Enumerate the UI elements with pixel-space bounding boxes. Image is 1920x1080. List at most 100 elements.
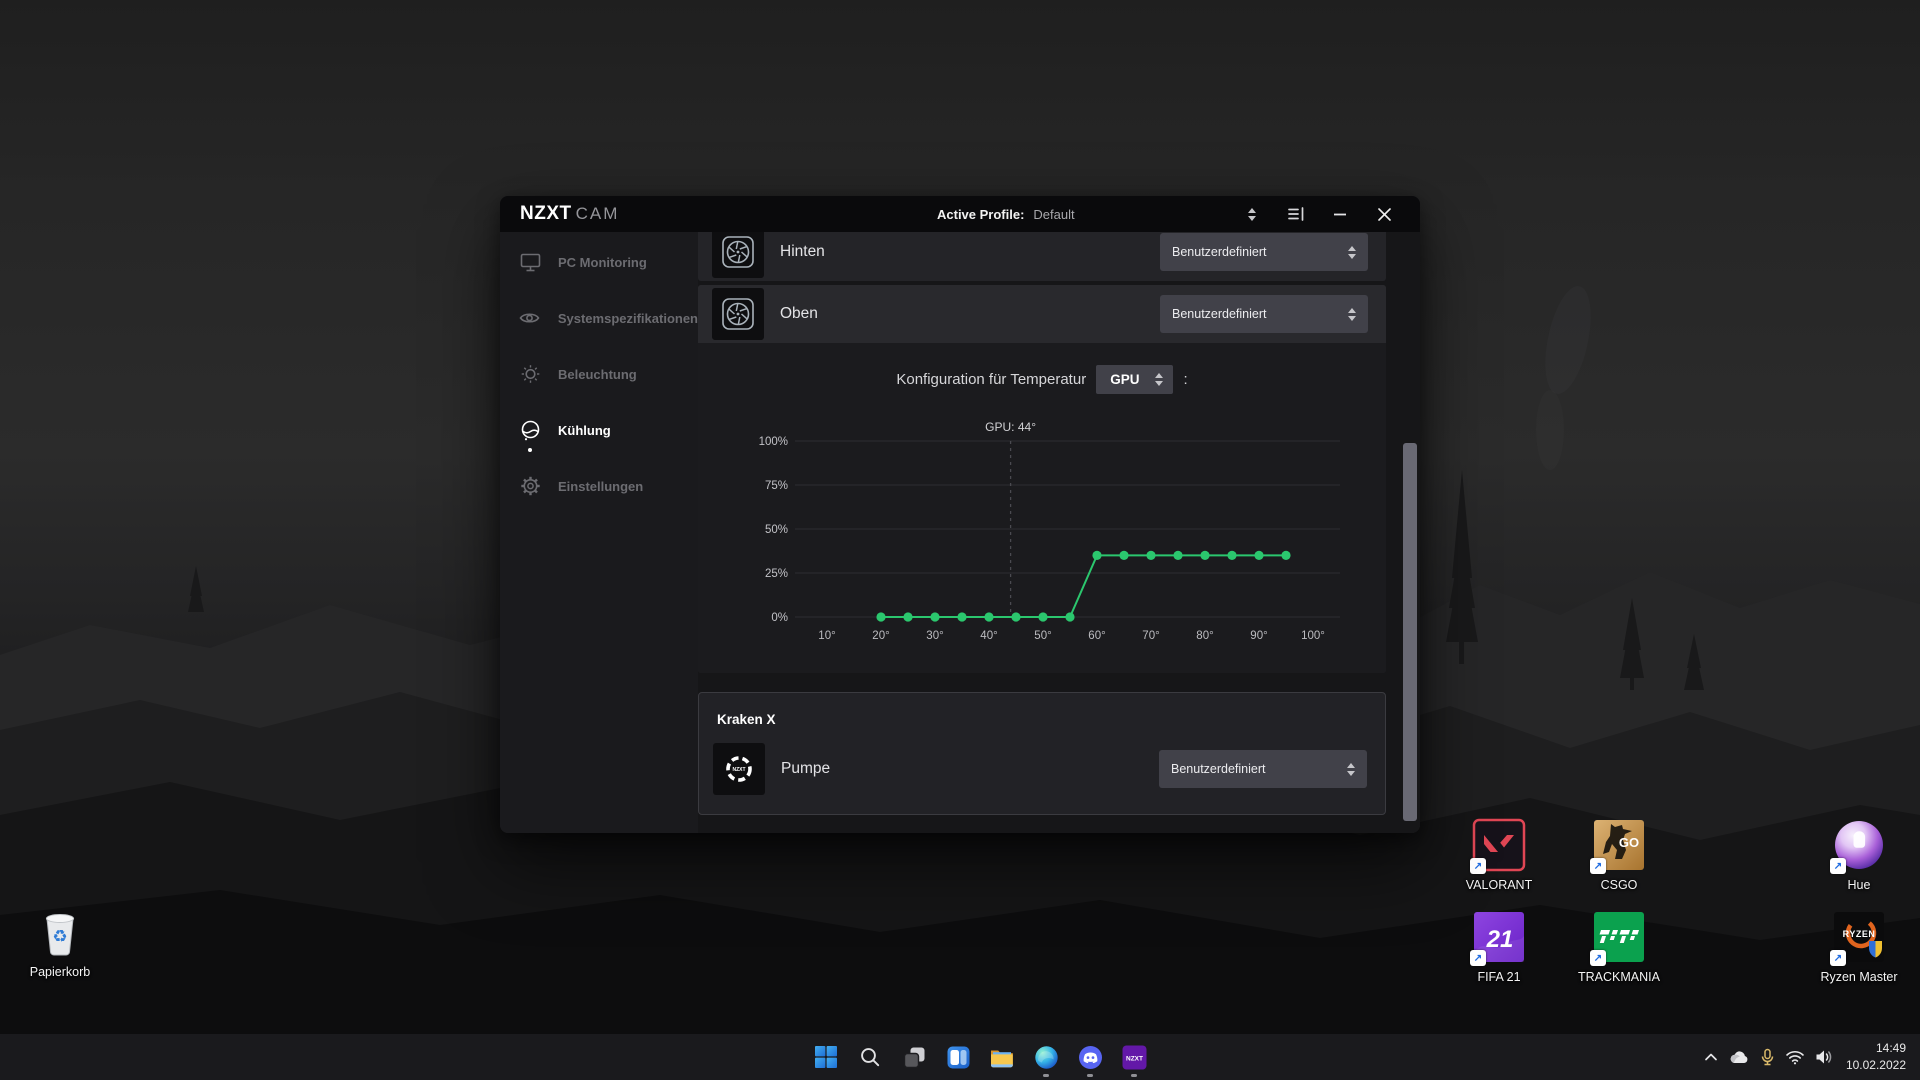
y-tick-label: 50% <box>765 524 788 536</box>
taskbar-clock[interactable]: 14:49 10.02.2022 <box>1846 1040 1906 1074</box>
discord-button[interactable] <box>1068 1035 1112 1079</box>
fan-curve-point[interactable] <box>1038 612 1048 622</box>
desktop-icon-label: TRACKMANIA <box>1578 970 1660 984</box>
minimize-button[interactable] <box>1318 196 1362 232</box>
fan-mode-dropdown-oben[interactable]: Benutzerdefiniert <box>1160 295 1368 333</box>
fan-row-hinten[interactable]: Hinten Benutzerdefiniert <box>698 232 1386 281</box>
pump-row-label: Pumpe <box>781 760 831 777</box>
sidebar-item-pc-monitoring[interactable]: PC Monitoring <box>500 234 698 290</box>
fan-curve-point[interactable] <box>930 612 940 622</box>
profile-spinner-icon[interactable] <box>1230 196 1274 232</box>
volume-icon[interactable] <box>1814 1049 1833 1065</box>
fan-curve-point[interactable] <box>957 612 967 622</box>
nzxt-cam-button[interactable]: NZXT <box>1112 1035 1156 1079</box>
fan-curve-point[interactable] <box>1092 550 1102 560</box>
shortcut-arrow-icon: ↗ <box>1830 858 1846 874</box>
fan-curve-point[interactable] <box>1011 612 1021 622</box>
x-tick-label: 20° <box>872 630 889 642</box>
csgo-icon: GO <box>1594 820 1644 870</box>
pump-mode-dropdown[interactable]: Benutzerdefiniert <box>1159 750 1367 788</box>
start-button[interactable] <box>804 1035 848 1079</box>
fan-curve-point[interactable] <box>1173 550 1183 560</box>
eye-icon <box>518 307 542 329</box>
widgets-button[interactable] <box>936 1035 980 1079</box>
titlebar[interactable]: NZXT CAM Active Profile: Default <box>500 196 1420 232</box>
fan-curve-point[interactable] <box>903 612 913 622</box>
sidebar-item-beleuchtung[interactable]: Beleuchtung <box>500 346 698 402</box>
fan-row-label: Oben <box>780 305 818 322</box>
current-temp-label: GPU: 44° <box>985 420 1036 434</box>
desktop-icon-csgo[interactable]: GO ↗ CSGO <box>1563 818 1675 892</box>
search-button[interactable] <box>848 1035 892 1079</box>
shortcut-arrow-icon: ↗ <box>1830 950 1846 966</box>
fan-curve-point[interactable] <box>876 612 886 622</box>
app-logo: NZXT CAM <box>520 203 620 224</box>
y-tick-label: 0% <box>771 612 788 624</box>
window-scrollbar[interactable] <box>1403 443 1417 821</box>
chevron-updown-icon <box>1348 245 1356 259</box>
fan-row-oben[interactable]: Oben Benutzerdefiniert <box>698 285 1386 343</box>
temperature-source-dropdown[interactable]: GPU <box>1096 365 1174 394</box>
desktop-icon-recycle-bin[interactable]: ♻ Papierkorb <box>4 905 116 979</box>
onedrive-icon[interactable] <box>1728 1048 1750 1066</box>
fan-curve-point[interactable] <box>1254 550 1264 560</box>
edge-button[interactable] <box>1024 1035 1068 1079</box>
sidebar: PC Monitoring Systemspezifikationen <box>500 232 698 833</box>
fan-curve-point[interactable] <box>1065 612 1075 622</box>
svg-text:21: 21 <box>1486 926 1514 953</box>
active-profile-select[interactable]: Active Profile: Default <box>937 206 1075 222</box>
nzxt-pump-icon: NZXT <box>713 743 765 795</box>
wifi-icon[interactable] <box>1785 1049 1805 1065</box>
pump-row[interactable]: NZXT Pumpe Benutzerdefiniert <box>699 740 1385 798</box>
file-explorer-button[interactable] <box>980 1035 1024 1079</box>
fan-curve-svg: 0% 25% 50% 75% 100% 10° 20° 30° 40° 50° 60° 70° 80° 9… <box>759 420 1340 642</box>
edge-icon <box>1034 1045 1058 1069</box>
desktop-icon-fifa21[interactable]: 21 ↗ FIFA 21 <box>1443 910 1555 984</box>
x-tick-label: 50° <box>1034 630 1051 642</box>
desktop-icon-hue[interactable]: ↗ Hue <box>1803 818 1915 892</box>
kraken-x-title: Kraken X <box>717 712 776 727</box>
nzxt-cam-window: NZXT CAM Active Profile: Default <box>500 196 1420 833</box>
panel-toggle-icon[interactable] <box>1274 196 1318 232</box>
pine-trees <box>188 470 1704 690</box>
desktop-icon-trackmania[interactable]: ↗ TRACKMANIA <box>1563 910 1675 984</box>
microphone-icon[interactable] <box>1759 1048 1776 1066</box>
fan-curve-point[interactable] <box>1200 550 1210 560</box>
task-view-button[interactable] <box>892 1035 936 1079</box>
desktop-icon-ryzen-master[interactable]: RYZEN ↗ Ryzen Master <box>1803 910 1915 984</box>
fan-curve-point[interactable] <box>984 612 994 622</box>
trackmania-icon <box>1594 912 1644 962</box>
sidebar-item-kuehlung[interactable]: Kühlung <box>500 402 698 458</box>
fan-curve-point[interactable] <box>1281 550 1291 560</box>
widgets-icon <box>947 1046 969 1068</box>
discord-icon <box>1078 1045 1102 1069</box>
x-tick-label: 70° <box>1142 630 1159 642</box>
sidebar-item-einstellungen[interactable]: Einstellungen <box>500 458 698 514</box>
file-explorer-icon <box>991 1050 1013 1068</box>
fan-curve-point[interactable] <box>1119 550 1129 560</box>
x-tick-label: 10° <box>818 630 835 642</box>
system-tray: 14:49 10.02.2022 <box>1703 1034 1920 1080</box>
fan-curve-point[interactable] <box>1227 550 1237 560</box>
running-indicator <box>1043 1074 1049 1077</box>
desktop-icon-valorant[interactable]: ↗ VALORANT <box>1443 818 1555 892</box>
sidebar-item-systemspezifikationen[interactable]: Systemspezifikationen <box>500 290 698 346</box>
fifa21-icon: 21 <box>1474 912 1524 962</box>
shortcut-arrow-icon: ↗ <box>1470 858 1486 874</box>
cooling-icon <box>518 419 542 442</box>
svg-text:NZXT: NZXT <box>1126 1055 1143 1062</box>
desktop-icon-label: Papierkorb <box>29 965 91 979</box>
close-button[interactable] <box>1362 196 1406 232</box>
desktop-icon-label: Ryzen Master <box>1820 970 1898 984</box>
running-indicator <box>1087 1074 1093 1077</box>
fan-mode-dropdown-hinten[interactable]: Benutzerdefiniert <box>1160 233 1368 271</box>
recycle-bin-icon: ♻ <box>45 914 75 956</box>
ryzen-master-icon: RYZEN <box>1834 912 1884 962</box>
svg-text:GO: GO <box>1619 835 1639 850</box>
gear-icon <box>518 475 542 497</box>
desktop-icon-label: FIFA 21 <box>1477 970 1521 984</box>
nzxt-cam-taskbar-icon: NZXT <box>1122 1045 1146 1069</box>
fan-curve-point[interactable] <box>1146 550 1156 560</box>
hidden-icons-chevron-icon[interactable] <box>1703 1050 1719 1064</box>
fan-row-label: Hinten <box>780 243 825 260</box>
